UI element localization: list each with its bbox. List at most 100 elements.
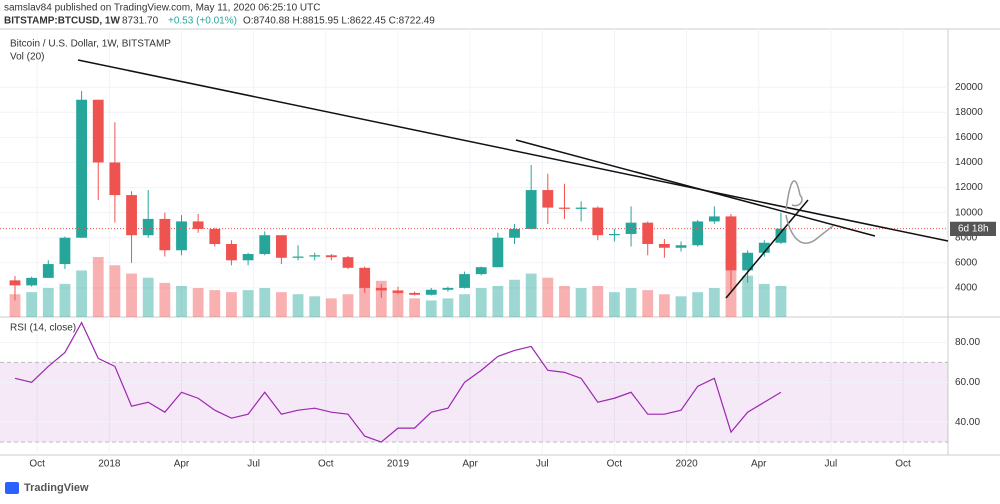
- volume-bar: [142, 277, 154, 317]
- volume-bar: [275, 292, 287, 317]
- candle-body: [575, 207, 587, 209]
- volume-bar: [242, 290, 254, 317]
- volume-bar: [176, 285, 187, 317]
- rsi-title: RSI (14, close): [10, 323, 76, 334]
- candle-body: [9, 280, 21, 286]
- volume-bar: [542, 277, 554, 317]
- volume-bar: [708, 288, 720, 317]
- candle-body: [559, 207, 570, 209]
- volume-bar: [325, 298, 337, 317]
- volume-bar: [675, 296, 687, 317]
- candle-body: [658, 243, 670, 248]
- volume-bar: [525, 273, 537, 317]
- candle-body: [242, 254, 254, 261]
- volume-bar: [475, 288, 487, 317]
- volume-bar: [592, 285, 604, 317]
- volume-bar: [126, 273, 137, 317]
- candle-body: [708, 216, 720, 222]
- x-tick-label: Apr: [751, 459, 767, 470]
- x-tick-label: Oct: [607, 459, 623, 470]
- candle-body: [775, 228, 787, 243]
- volume-bar: [375, 280, 387, 317]
- y-tick-label: 12000: [955, 182, 983, 193]
- candle-body: [375, 287, 387, 291]
- x-tick-label: Jul: [824, 459, 837, 470]
- volume-bar: [342, 294, 354, 317]
- candle-body: [309, 255, 321, 257]
- volume-bar: [509, 279, 520, 317]
- candle-body: [126, 195, 137, 236]
- volume-bar: [692, 292, 704, 317]
- volume-title: Vol (20): [10, 52, 44, 63]
- x-tick-label: Apr: [174, 459, 190, 470]
- y-tick-label: 40.00: [955, 417, 980, 428]
- volume-bar: [442, 298, 454, 317]
- volume-bar: [409, 298, 421, 317]
- volume-bar: [292, 294, 304, 317]
- candle-body: [92, 99, 104, 163]
- x-tick-label: Oct: [318, 459, 334, 470]
- volume-bar: [625, 288, 637, 317]
- trend-line: [77, 59, 949, 242]
- volume-bar: [459, 294, 470, 317]
- volume-bar: [642, 290, 654, 317]
- candle-body: [226, 243, 237, 261]
- projection: [785, 214, 834, 244]
- candle-body: [509, 228, 520, 238]
- volume-bar: [109, 265, 121, 317]
- x-tick-label: Jul: [536, 459, 549, 470]
- volume-bar: [425, 300, 437, 317]
- candle-body: [359, 267, 371, 288]
- x-tick-label: 2020: [675, 459, 698, 470]
- volume-bar: [559, 285, 570, 317]
- candle-body: [425, 289, 437, 295]
- y-tick-label: 6000: [955, 257, 978, 268]
- volume-bar: [9, 294, 21, 317]
- candle-body: [142, 218, 154, 236]
- trend-line: [725, 199, 809, 299]
- candle-body: [725, 216, 737, 271]
- x-tick-label: Jul: [247, 459, 260, 470]
- volume-bar: [575, 288, 587, 317]
- publisher: samslav84 published on TradingView.com, …: [4, 3, 320, 14]
- symbol: BITSTAMP:BTCUSD, 1W: [4, 16, 120, 27]
- y-tick-label: 16000: [955, 132, 983, 143]
- y-tick-label: 10000: [955, 207, 983, 218]
- x-tick-label: 2019: [387, 459, 410, 470]
- brand-logo: [5, 482, 19, 494]
- y-tick-label: 8000: [955, 232, 978, 243]
- brand: TradingView: [24, 482, 89, 494]
- chart-title: Bitcoin / U.S. Dollar, 1W, BITSTAMP: [10, 39, 171, 50]
- candle-body: [109, 162, 121, 196]
- candle-body: [76, 99, 88, 238]
- candle-body: [59, 237, 71, 265]
- candle-body: [675, 245, 687, 248]
- change: +0.53 (+0.01%): [168, 16, 237, 27]
- volume-bar: [392, 291, 404, 317]
- volume-bar: [42, 288, 54, 317]
- candle-body: [159, 218, 171, 251]
- volume-bar: [159, 282, 171, 317]
- candle-body: [42, 264, 54, 278]
- volume-bar: [226, 292, 237, 317]
- x-tick-label: Oct: [29, 459, 45, 470]
- candle-body: [459, 274, 470, 288]
- candle-body: [176, 221, 187, 251]
- ohlc: O:8740.88 H:8815.95 L:8622.45 C:8722.49: [243, 16, 435, 27]
- candle-body: [609, 233, 620, 236]
- volume-bar: [92, 257, 104, 317]
- y-tick-label: 20000: [955, 82, 983, 93]
- candle-body: [209, 228, 221, 244]
- last-price: 8731.70: [122, 16, 159, 27]
- projection: [785, 180, 803, 211]
- candle-body: [292, 256, 304, 258]
- volume-bar: [26, 292, 38, 317]
- y-tick-label: 80.00: [955, 337, 980, 348]
- x-tick-label: Oct: [895, 459, 911, 470]
- candle-body: [259, 235, 271, 255]
- volume-bar: [359, 275, 371, 317]
- candle-body: [26, 277, 38, 286]
- candle-body: [625, 222, 637, 234]
- countdown: 6d 18h: [958, 224, 989, 235]
